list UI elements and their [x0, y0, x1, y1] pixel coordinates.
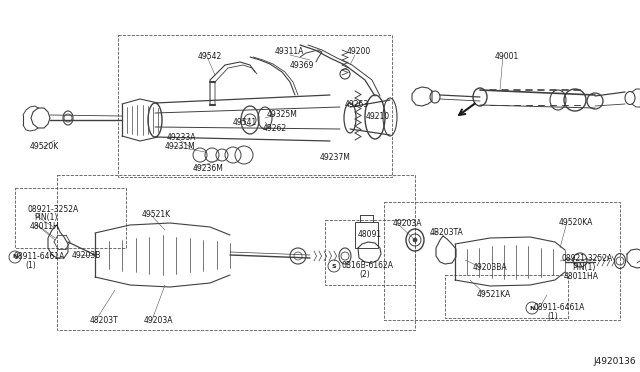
Text: 49520KA: 49520KA [559, 218, 593, 227]
Text: 49203A: 49203A [393, 219, 422, 228]
Text: 49233A: 49233A [167, 133, 196, 142]
Text: 48011H: 48011H [30, 222, 60, 231]
Text: 49325M: 49325M [267, 110, 298, 119]
Text: PIN(1): PIN(1) [34, 213, 58, 222]
Text: 49521K: 49521K [142, 210, 171, 219]
Text: N: N [529, 305, 534, 311]
Text: 49203BA: 49203BA [473, 263, 508, 272]
Text: 49236M: 49236M [193, 164, 224, 173]
Text: J4920136: J4920136 [593, 357, 636, 366]
Text: 49541: 49541 [233, 118, 257, 127]
Text: 49231M: 49231M [165, 142, 196, 151]
Text: (2): (2) [359, 270, 370, 279]
Text: 49521KA: 49521KA [477, 290, 511, 299]
Text: 0B16B-6162A: 0B16B-6162A [341, 261, 393, 270]
Text: S: S [332, 263, 336, 269]
Text: 48011HA: 48011HA [564, 272, 599, 281]
Circle shape [413, 238, 417, 242]
Text: 49001: 49001 [495, 52, 519, 61]
Text: 48203T: 48203T [90, 316, 119, 325]
Text: 49542: 49542 [198, 52, 222, 61]
Text: N: N [12, 254, 18, 260]
Text: (1): (1) [25, 261, 36, 270]
Text: 49263: 49263 [345, 100, 369, 109]
Text: 49311A: 49311A [275, 47, 305, 56]
Text: 49520K: 49520K [30, 142, 60, 151]
Text: 08911-6461A: 08911-6461A [534, 303, 586, 312]
Text: 49237M: 49237M [320, 153, 351, 162]
Text: 48091: 48091 [358, 230, 382, 239]
Text: 08921-3252A: 08921-3252A [27, 205, 78, 214]
Text: 49210: 49210 [366, 112, 390, 121]
Text: 49203B: 49203B [72, 251, 101, 260]
Text: 49200: 49200 [347, 47, 371, 56]
Text: PIN(1): PIN(1) [572, 263, 595, 272]
Text: 49369: 49369 [290, 61, 314, 70]
Text: (1): (1) [547, 312, 557, 321]
Text: 49262: 49262 [263, 124, 287, 133]
Text: 49203A: 49203A [144, 316, 173, 325]
Text: 08921-3252A: 08921-3252A [562, 254, 613, 263]
Text: 08911-6461A: 08911-6461A [14, 252, 65, 261]
Text: 4B203TA: 4B203TA [430, 228, 464, 237]
